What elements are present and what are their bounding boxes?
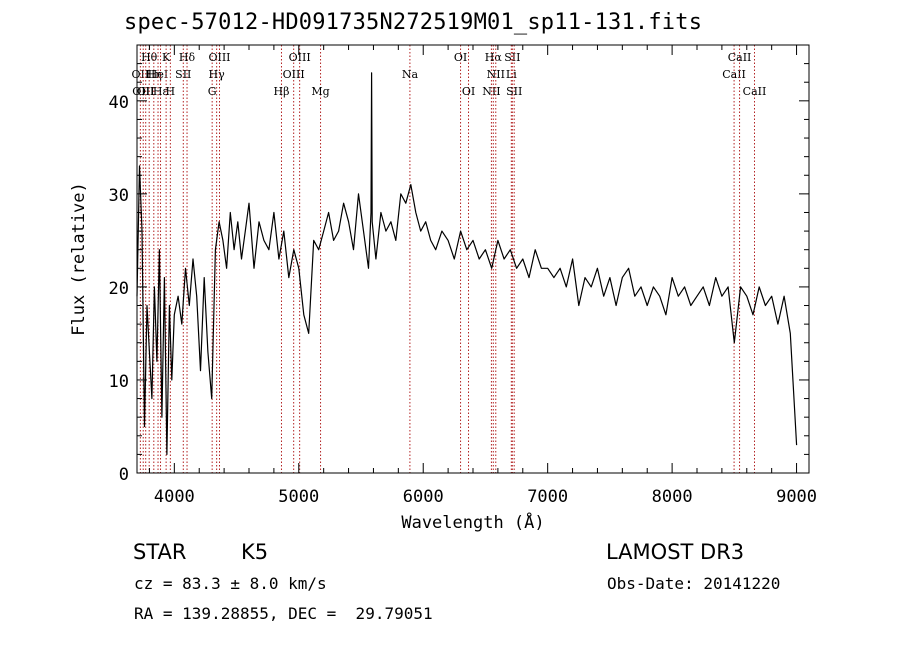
line-marker-label-16: OIII [289,51,311,64]
line-marker-label-11: G [208,85,217,98]
line-marker-label-9: SII [175,68,191,81]
line-marker-label-5: HeI [148,68,168,81]
line-marker-label-28: CaII [728,51,752,64]
line-marker-label-2: OII [137,85,155,98]
x-tick-label-5: 9000 [776,487,817,507]
line-marker-label-29: CaII [743,85,767,98]
line-marker-label-7: K [162,51,171,64]
line-marker-label-8: H [166,85,176,98]
y-axis-label: Flux (relative) [69,182,89,336]
coordinates: RA = 139.28855, DEC = 29.79051 [134,604,433,623]
spectrum-line [136,72,798,455]
y-tick-label-3: 30 [109,186,129,206]
line-marker-label-14: Hβ [274,85,290,98]
line-marker-label-12: Hγ [209,68,226,81]
line-marker-label-13: OIII [208,51,230,64]
line-marker-label-17: Mg [311,85,329,98]
object-subclass: K5 [241,540,269,564]
line-marker-label-18: Na [402,68,419,81]
line-marker-label-6: Hε [153,85,169,98]
x-axis-label: Wavelength (Å) [401,511,544,533]
y-tick-label-4: 40 [109,93,129,113]
line-marker-label-19: OI [454,51,467,64]
chart-title: spec-57012-HD091735N272519M01_sp11-131.f… [124,10,703,35]
x-tick-label-1: 5000 [278,487,319,507]
x-tick-label-3: 7000 [527,487,568,507]
x-tick-label-0: 4000 [154,487,195,507]
plot-frame [136,44,810,474]
line-marker-label-3: Hθ [141,51,158,64]
line-marker-label-22: Hα [485,51,503,64]
line-marker-label-0: OII [132,68,150,81]
line-marker-label-15: OIII [283,68,305,81]
y-tick-label-0: 0 [119,465,129,485]
line-marker-label-25: SII [504,51,520,64]
x-tick-label-2: 6000 [403,487,444,507]
object-class: STAR [133,540,187,564]
x-tick-label-4: 8000 [652,487,693,507]
line-marker-label-21: NII [482,85,500,98]
line-marker-label-23: NII [487,68,505,81]
y-tick-label-1: 10 [109,372,129,392]
line-marker-label-24: Li [506,68,517,81]
line-marker-label-27: CaII [722,68,746,81]
obs-date: Obs-Date: 20141220 [607,574,781,593]
line-marker-label-10: Hδ [179,51,196,64]
survey-name: LAMOST DR3 [606,540,745,564]
redshift-cz: cz = 83.3 ± 8.0 km/s [134,574,327,593]
line-marker-label-20: OI [462,85,475,98]
y-tick-label-2: 20 [109,279,129,299]
line-marker-label-26: SII [506,85,522,98]
